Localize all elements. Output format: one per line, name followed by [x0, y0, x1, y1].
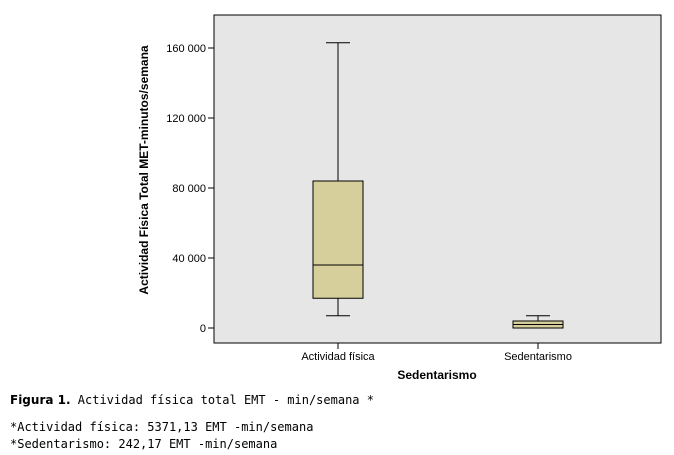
figure-text: Actividad física total EMT - min/semana … — [70, 393, 374, 407]
y-tick-label: 120 000 — [166, 113, 206, 125]
plot-area — [213, 14, 662, 344]
y-tick-label: 80 000 — [172, 183, 206, 195]
caption-note-sedentary: *Sedentarismo: 242,17 EMT -min/semana — [10, 437, 278, 451]
y-axis-title: Actividad Física Total MET-minutos/seman… — [137, 45, 151, 294]
x-tick-label: Sedentarismo — [504, 351, 572, 363]
y-tick-label: 0 — [200, 323, 206, 335]
x-axis-title: Sedentarismo — [397, 368, 476, 382]
y-tick-label: 160 000 — [166, 43, 206, 55]
y-axis: 0 40 000 80 000 120 000 160 000 — [166, 43, 214, 335]
x-axis: Actividad física Sedentarismo — [301, 343, 572, 363]
y-tick-label: 40 000 — [172, 253, 206, 265]
boxes — [312, 42, 564, 329]
x-tick-label: Actividad física — [301, 351, 375, 363]
figure-caption: Figura 1. Actividad física total EMT - m… — [10, 393, 374, 407]
figure-label: Figura 1. — [10, 393, 71, 407]
caption-note-activity: *Actividad física: 5371,13 EMT -min/sema… — [10, 420, 314, 434]
box-plot: 0 40 000 80 000 120 000 160 000 Actividad fí… — [137, 14, 662, 382]
box-iqr — [312, 180, 364, 299]
